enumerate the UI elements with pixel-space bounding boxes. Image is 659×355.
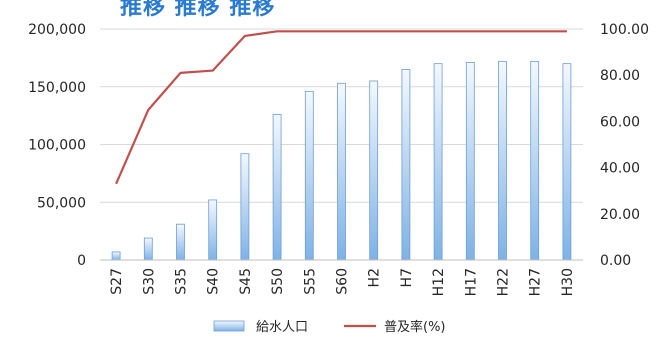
line-series bbox=[115, 30, 567, 185]
bar bbox=[143, 237, 153, 261]
x-tick-label: S60 bbox=[335, 268, 351, 295]
x-tick-label: H12 bbox=[431, 268, 447, 296]
x-tick-label: H7 bbox=[399, 268, 415, 287]
bar bbox=[208, 199, 218, 261]
y-right-tick-label: 20.00 bbox=[600, 207, 640, 223]
x-tick-label: S30 bbox=[141, 268, 157, 295]
x-tick-label: S50 bbox=[270, 268, 286, 295]
x-tick-label: H17 bbox=[463, 268, 479, 296]
chart-title-fragment: 推移 推移 推移 bbox=[120, 0, 276, 20]
legend-swatch-bar bbox=[213, 320, 245, 332]
y-right-tick-label: 80.00 bbox=[600, 68, 640, 84]
x-axis: S27 S30 S35 S40 S45 S50 S55 S60 H2 H7 H12 H17 H22 H27… bbox=[100, 259, 583, 296]
y-left-tick-label: 150,000 bbox=[28, 80, 86, 96]
y-axis-right: 0.00 20.00 40.00 60.00 80.00 100.00 bbox=[600, 22, 649, 269]
legend: 給水人口 普及率(%) bbox=[213, 319, 446, 335]
y-right-tick-label: 0.00 bbox=[600, 253, 631, 269]
bar bbox=[176, 223, 185, 261]
bar bbox=[562, 63, 572, 261]
bar bbox=[337, 82, 346, 261]
bar bbox=[433, 63, 443, 261]
y-right-tick-label: 60.00 bbox=[600, 114, 640, 130]
bar bbox=[272, 114, 282, 261]
bar bbox=[240, 153, 250, 261]
bar bbox=[530, 60, 540, 261]
x-tick-label: H2 bbox=[367, 268, 383, 287]
x-tick-label: S40 bbox=[206, 268, 222, 295]
x-tick-label: S35 bbox=[174, 268, 190, 295]
bar bbox=[111, 251, 121, 261]
y-right-tick-label: 40.00 bbox=[600, 161, 640, 177]
y-right-tick-label: 100.00 bbox=[600, 22, 649, 38]
y-left-tick-label: 50,000 bbox=[37, 195, 86, 211]
y-left-tick-label: 100,000 bbox=[28, 138, 86, 154]
legend-label-line: 普及率(%) bbox=[384, 319, 446, 335]
y-axis-left: 0 50,000 100,000 150,000 200,000 bbox=[28, 22, 86, 269]
bar bbox=[304, 90, 314, 261]
legend-label-bar: 給水人口 bbox=[256, 320, 308, 335]
x-tick-label: H27 bbox=[528, 268, 544, 296]
x-tick-label: S27 bbox=[109, 268, 125, 295]
bar bbox=[498, 60, 507, 261]
y-left-tick-label: 0 bbox=[77, 253, 86, 269]
x-tick-label: H22 bbox=[496, 268, 512, 296]
y-left-tick-label: 200,000 bbox=[28, 22, 86, 38]
x-tick-label: S45 bbox=[238, 268, 254, 295]
bar-series bbox=[111, 60, 572, 261]
bar bbox=[465, 62, 475, 261]
x-tick-label: H30 bbox=[560, 268, 576, 296]
bar bbox=[369, 80, 379, 261]
x-tick-label: S55 bbox=[302, 268, 318, 295]
bar bbox=[401, 69, 411, 261]
